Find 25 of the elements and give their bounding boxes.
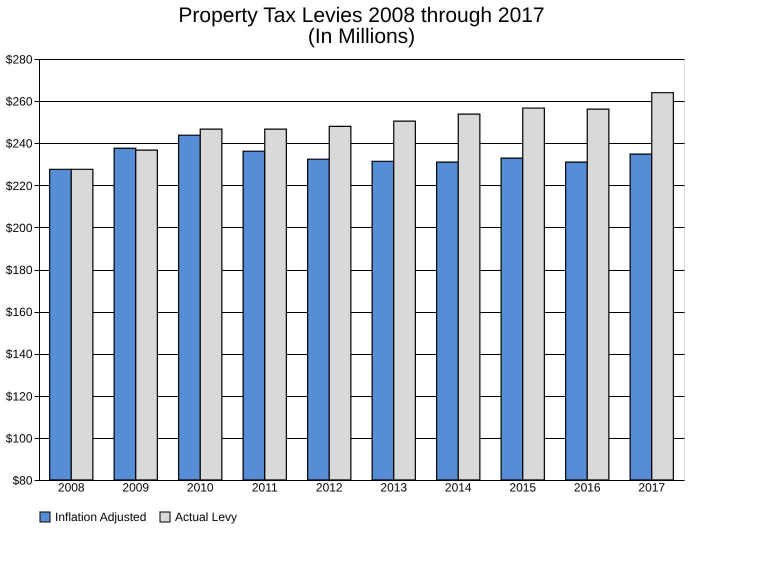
x-tick-label: 2012 bbox=[316, 480, 343, 494]
y-tick-label: $240 bbox=[6, 136, 33, 151]
x-tick-label: 2016 bbox=[574, 480, 601, 494]
x-tick-label: 2013 bbox=[380, 480, 408, 494]
chart-subtitle: (In Millions) bbox=[308, 25, 416, 48]
y-tick-label: $120 bbox=[6, 389, 33, 404]
y-tick-label: $220 bbox=[6, 178, 33, 193]
x-tick-label: 2014 bbox=[444, 480, 472, 494]
x-tick-label: 2008 bbox=[58, 480, 85, 494]
x-tick-label: 2015 bbox=[509, 480, 536, 494]
y-tick-label: $180 bbox=[6, 263, 33, 277]
x-tick-label: 2011 bbox=[252, 480, 278, 494]
y-tick-label: $80 bbox=[12, 474, 33, 488]
y-tick-label: $100 bbox=[6, 431, 33, 446]
x-tick-label: 2009 bbox=[122, 480, 150, 494]
x-tick-label: 2017 bbox=[638, 480, 666, 494]
legend-label: Inflation Adjusted bbox=[55, 510, 146, 524]
y-tick-label: $140 bbox=[6, 347, 33, 362]
chart-title: Property Tax Levies 2008 through 2017 bbox=[178, 4, 545, 27]
y-tick-label: $280 bbox=[6, 52, 33, 66]
y-tick-label: $200 bbox=[6, 220, 33, 235]
y-tick-label: $160 bbox=[6, 305, 33, 320]
x-tick-label: 2010 bbox=[186, 480, 214, 494]
y-tick-label: $260 bbox=[6, 94, 33, 109]
legend-label: Actual Levy bbox=[175, 510, 238, 524]
